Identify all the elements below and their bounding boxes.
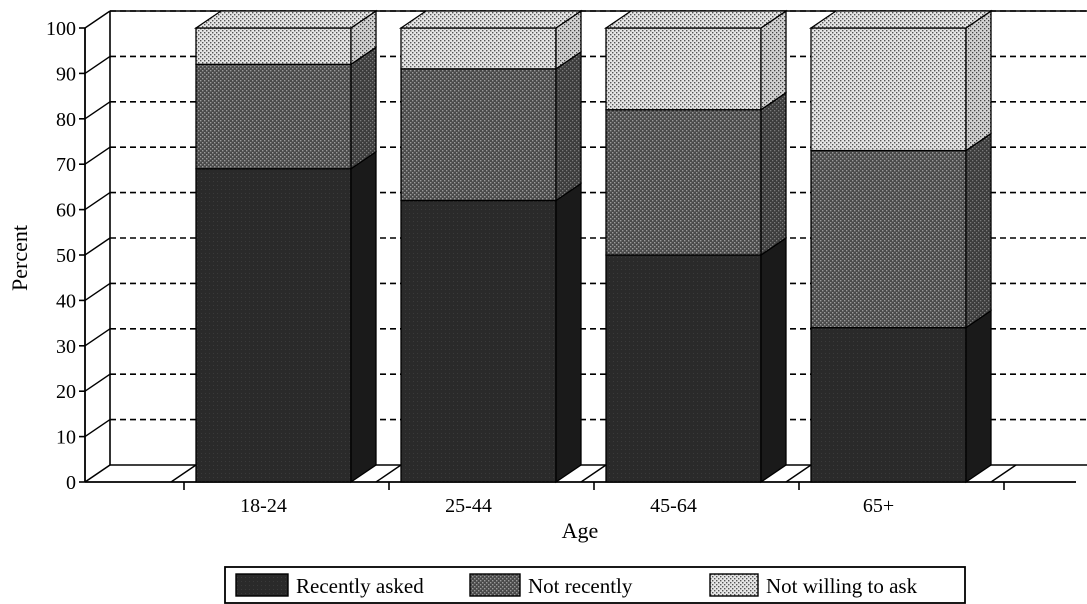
y-tick-label: 50: [56, 245, 76, 267]
y-tick-label: 30: [56, 336, 76, 358]
bar-segment: [810, 27, 967, 152]
x-tick-label: 18-24: [240, 495, 287, 517]
legend-box: [224, 566, 966, 604]
y-tick-label: 60: [56, 200, 76, 222]
bar-segment: [195, 27, 352, 65]
y-tick-label: 10: [56, 427, 76, 449]
legend-label: Recently asked: [296, 574, 424, 598]
gridline-wall-connector: [84, 282, 111, 301]
y-tick-label: 90: [56, 63, 76, 85]
bar-segment: [400, 27, 557, 70]
bar-segment-side: [760, 236, 787, 484]
gridline-wall-connector: [84, 373, 111, 392]
bar-top-face: [808, 10, 994, 29]
bar-segment-side: [965, 309, 992, 484]
gridline-wall-connector: [84, 146, 111, 165]
gridline-wall-connector: [84, 237, 111, 256]
bar-segment-side: [965, 9, 992, 152]
tick-labels: 0 10 20 30 40 50 60 70 80 90 100 18-24 25-44 45-64 65+: [46, 18, 894, 517]
y-axis-label: Percent: [7, 225, 32, 291]
gridline-wall-connector: [84, 10, 111, 29]
floor-left-edge: [84, 464, 111, 483]
bar-segment: [195, 63, 352, 170]
bar-top-face: [398, 10, 584, 29]
gridline-wall-connector: [84, 419, 111, 438]
bar-segment: [810, 149, 967, 329]
y-tick-label: 70: [56, 154, 76, 176]
bar-segment: [605, 109, 762, 256]
floor-divider: [990, 464, 1017, 483]
legend-swatch: [469, 573, 521, 597]
bar-segment-side: [760, 91, 787, 257]
bar-stack: [603, 9, 789, 484]
legend-label: Not recently: [528, 574, 633, 598]
y-tick-label: 40: [56, 290, 76, 312]
gridline-wall-connector: [84, 101, 111, 120]
x-tick-label: 65+: [863, 495, 894, 517]
y-tick-label: 100: [46, 18, 76, 40]
bars: [193, 9, 994, 484]
bar-segment: [810, 326, 967, 483]
legend: Recently asked Not recently Not willing to…: [224, 566, 966, 604]
x-tick-label: 45-64: [650, 495, 697, 517]
floor-divider: [785, 464, 812, 483]
bar-segment: [605, 27, 762, 111]
x-tick-label: 25-44: [445, 495, 492, 517]
gridline-wall-connector: [84, 55, 111, 74]
bar-segment: [195, 168, 352, 483]
bar-segment: [605, 254, 762, 483]
floor-divider: [580, 464, 607, 483]
legend-label: Not willing to ask: [766, 574, 918, 598]
bar-segment: [400, 68, 557, 202]
bar-segment-side: [555, 182, 582, 484]
gridline-wall-connector: [84, 192, 111, 211]
bar-segment: [400, 199, 557, 483]
floor-divider: [170, 464, 197, 483]
bar-stack: [193, 9, 379, 484]
y-tick-label: 80: [56, 109, 76, 131]
legend-swatch: [235, 573, 289, 597]
y-tick-label: 0: [66, 472, 76, 494]
bar-top-face: [603, 10, 789, 29]
x-axis-label: Age: [562, 518, 599, 543]
bar-segment-side: [350, 46, 377, 170]
legend-swatch: [709, 573, 759, 597]
y-tick-label: 20: [56, 381, 76, 403]
bar-segment-side: [965, 132, 992, 329]
bar-stack: [808, 9, 994, 484]
bar-top-face: [193, 10, 379, 29]
gridline-wall-connector: [84, 328, 111, 347]
bar-segment-side: [555, 50, 582, 202]
floor-divider: [375, 464, 402, 483]
bar-stack: [398, 9, 584, 484]
bar-segment-side: [350, 150, 377, 484]
